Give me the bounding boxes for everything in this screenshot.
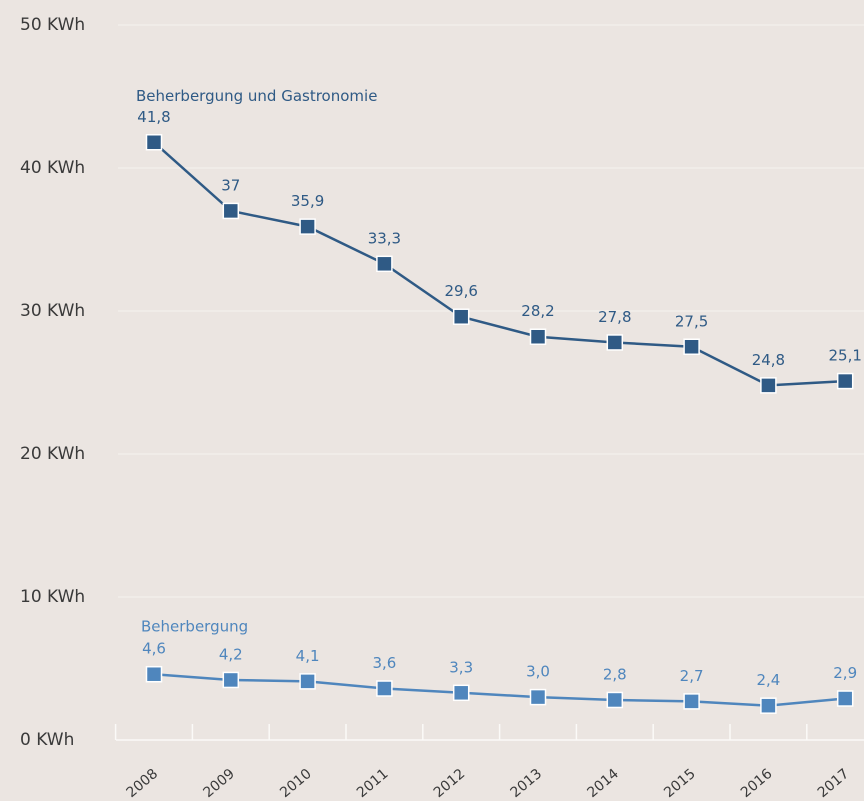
- value-label: 4,1: [296, 647, 320, 665]
- value-label: 3,3: [449, 658, 473, 676]
- value-label: 2,4: [756, 671, 780, 689]
- marker: [376, 255, 393, 273]
- marker: [760, 697, 777, 714]
- value-label: 27,5: [675, 312, 708, 330]
- marker: [836, 372, 854, 390]
- marker: [683, 693, 700, 710]
- x-tick-label: 2012: [431, 766, 469, 801]
- value-label: 37: [221, 176, 240, 194]
- marker: [299, 218, 316, 235]
- marker: [299, 673, 316, 690]
- y-tick-label: 30 KWh: [20, 301, 85, 321]
- marker: [145, 134, 163, 151]
- marker: [606, 334, 624, 351]
- series-label: Beherbergung: [141, 618, 248, 636]
- series-line: [153, 672, 846, 707]
- value-label: 41,8: [137, 108, 170, 126]
- x-tick-label: 2017: [815, 766, 853, 801]
- marker: [452, 308, 470, 325]
- marker: [760, 377, 777, 394]
- x-tick-label: 2013: [508, 766, 546, 801]
- value-label: 24,8: [752, 351, 785, 369]
- value-label: 28,2: [521, 302, 554, 320]
- value-label: 4,6: [142, 640, 166, 658]
- x-tick-label: 2011: [354, 766, 392, 801]
- x-tick-label: 2010: [277, 766, 315, 801]
- value-label: 29,6: [444, 282, 477, 300]
- series-label: Beherbergung und Gastronomie: [136, 87, 377, 105]
- marker: [376, 680, 393, 697]
- value-label: 33,3: [368, 229, 401, 247]
- y-tick-label: 20 KWh: [20, 444, 85, 464]
- value-label: 3,0: [526, 663, 550, 681]
- y-tick-label: 40 KWh: [20, 158, 85, 178]
- series-line: [153, 141, 846, 387]
- y-tick-label: 10 KWh: [20, 587, 85, 607]
- value-label: 35,9: [291, 192, 324, 210]
- marker: [683, 338, 700, 355]
- value-label: 4,2: [219, 645, 243, 663]
- value-label: 3,6: [372, 654, 396, 672]
- x-tick-label: 2008: [124, 766, 162, 801]
- y-tick-label: 50 KWh: [20, 15, 85, 35]
- value-label: 2,9: [833, 664, 857, 682]
- x-tick-label: 2016: [738, 766, 776, 801]
- marker: [222, 202, 240, 220]
- value-label: 25,1: [828, 347, 861, 365]
- marker: [529, 688, 547, 706]
- y-tick-label: 0 KWh: [20, 730, 74, 750]
- x-tick-label: 2009: [200, 766, 238, 801]
- x-tick-label: 2014: [584, 766, 622, 801]
- marker: [836, 690, 854, 707]
- marker: [606, 691, 624, 709]
- value-label: 2,7: [680, 667, 704, 685]
- x-tick-label: 2015: [661, 766, 699, 801]
- value-label: 2,8: [603, 665, 627, 683]
- marker: [452, 684, 470, 702]
- value-label: 27,8: [598, 308, 631, 326]
- marker: [145, 665, 163, 683]
- marker: [529, 328, 547, 345]
- marker: [222, 671, 240, 689]
